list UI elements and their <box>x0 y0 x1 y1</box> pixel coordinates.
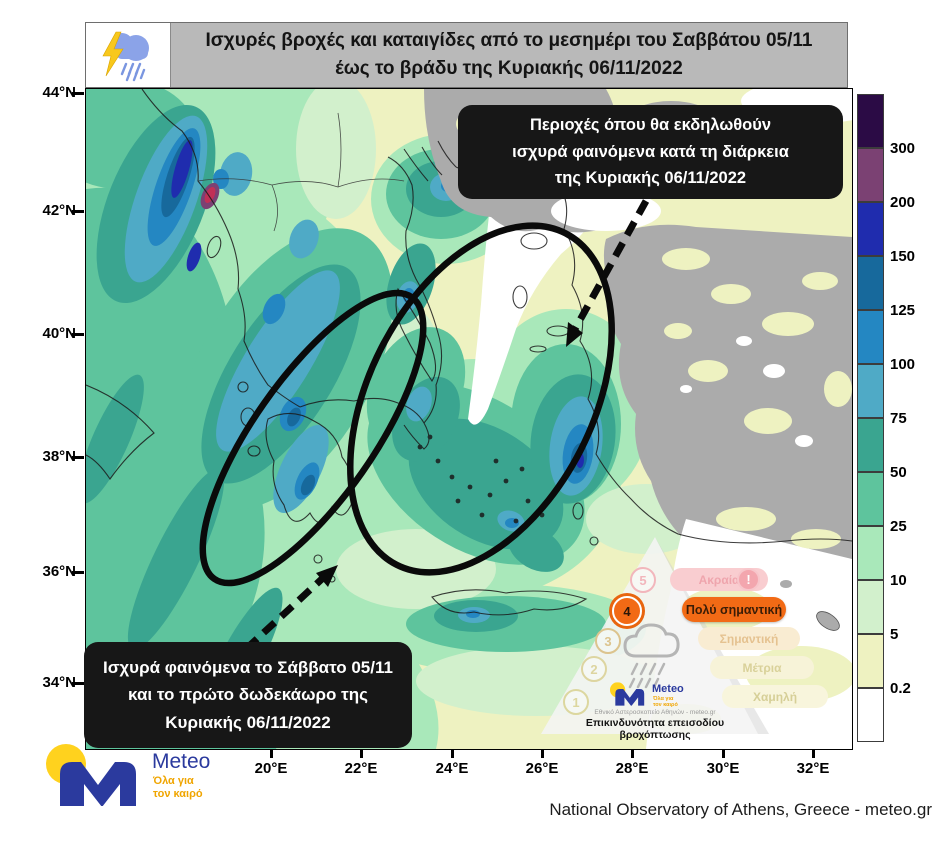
colorbar-segment <box>857 634 884 688</box>
colorbar-segment <box>857 148 884 202</box>
exclamation-icon: ! <box>737 568 760 591</box>
colorbar-tick-100: 100 <box>890 356 916 373</box>
meteo-logo-small-tagline2: τον καιρό <box>653 702 678 708</box>
meteo-logo-tagline2: τον καιρό <box>153 788 203 800</box>
risk-circle-1: 1 <box>563 689 589 715</box>
lat-label-36: 36°N <box>42 563 76 580</box>
storm-cloud-icon <box>86 23 171 87</box>
map-title-line2: έως το βράδυ της Κυριακής 06/11/2022 <box>335 58 683 79</box>
lat-tick <box>72 682 84 685</box>
lon-label-22: 22°E <box>344 760 378 777</box>
risk-pill-moderate: Μέτρια <box>710 656 814 679</box>
lat-tick <box>72 571 84 574</box>
colorbar-tick-125: 125 <box>890 302 916 319</box>
callout-saturday-line1: Ισχυρά φαινόμενα το Σάββατο 05/11 <box>103 658 393 678</box>
colorbar-tick-0.2: 0.2 <box>890 680 911 697</box>
risk-circle-5: 5 <box>630 567 656 593</box>
lon-label-20: 20°E <box>254 760 288 777</box>
meteo-logo-small-tagline1: Όλα για <box>653 696 674 702</box>
lon-tick <box>541 749 544 758</box>
dashed-arrows <box>243 199 650 652</box>
colorbar-segment <box>857 526 884 580</box>
callout-saturday-line3: Κυριακής 06/11/2022 <box>165 712 331 732</box>
highlight-ellipses <box>199 222 615 587</box>
colorbar-segment <box>857 364 884 418</box>
colorbar-segment <box>857 418 884 472</box>
callout-saturday: Ισχυρά φαινόμενα το Σάββατο 05/11 και το… <box>84 642 412 748</box>
colorbar-segment <box>857 472 884 526</box>
east-storm-ellipse <box>347 222 615 576</box>
meteo-logo <box>46 744 146 806</box>
lon-label-28: 28°E <box>615 760 649 777</box>
risk-pill-low: Χαμηλή <box>722 685 828 708</box>
colorbar-segment <box>857 310 884 364</box>
callout-sunday-line3: της Κυριακής 06/11/2022 <box>554 169 747 188</box>
colorbar-tick-150: 150 <box>890 248 916 265</box>
lon-tick <box>812 749 815 758</box>
arrow-head-south <box>316 565 338 587</box>
coastlines <box>86 89 852 616</box>
callout-sunday-line1: Περιοχές όπου θα εκδηλωθούν <box>529 116 772 135</box>
lon-tick <box>270 749 273 758</box>
colorbar-tick-50: 50 <box>890 464 907 481</box>
risk-pill-significant: Σημαντική <box>698 627 800 650</box>
risk-pyramid-caption: Επικινδυνότητα επεισοδίου βροχόπτωσης <box>585 717 725 741</box>
colorbar-tick-75: 75 <box>890 410 907 427</box>
risk-circle-4: 4 <box>612 596 642 626</box>
map-title: Ισχυρές βροχές και καταιγίδες από το μεσ… <box>171 23 847 87</box>
lon-label-32: 32°E <box>796 760 830 777</box>
lat-label-40: 40°N <box>42 325 76 342</box>
risk-pill-very-significant: Πολύ σημαντική <box>682 597 786 622</box>
arrow-head-north <box>566 322 583 347</box>
lat-label-42: 42°N <box>42 202 76 219</box>
colorbar-segment <box>857 202 884 256</box>
colorbar-tick-200: 200 <box>890 194 916 211</box>
lat-tick <box>72 210 84 213</box>
rain-cloud-glyph <box>623 623 680 658</box>
callout-sunday-line2: ισχυρά φαινόμενα κατά τη διάρκεια <box>512 142 789 161</box>
lat-label-38: 38°N <box>42 448 76 465</box>
lon-label-24: 24°E <box>435 760 469 777</box>
lat-tick <box>72 456 84 459</box>
lon-tick <box>451 749 454 758</box>
colorbar-tick-10: 10 <box>890 572 907 589</box>
footer-credit: National Observatory of Athens, Greece -… <box>549 800 932 819</box>
map-title-line1: Ισχυρές βροχές και καταιγίδες από το μεσ… <box>205 29 813 51</box>
meteo-logo-small-name: Meteo <box>652 683 684 695</box>
colorbar-segment <box>857 94 884 148</box>
lat-tick <box>72 92 84 95</box>
callout-sunday: Περιοχές όπου θα εκδηλωθούν ισχυρά φαινό… <box>458 105 843 199</box>
colorbar-tick-300: 300 <box>890 140 916 157</box>
lat-label-34: 34°N <box>42 674 76 691</box>
colorbar-tick-5: 5 <box>890 626 899 643</box>
lon-tick <box>722 749 725 758</box>
colorbar-segment <box>857 580 884 634</box>
meteo-logo-name: Meteo <box>152 750 211 773</box>
meteo-logo-tagline1: Όλα για <box>153 775 194 787</box>
observatory-org-line: Εθνικό Αστεροσκοπείο Αθηνών - meteo.gr <box>594 709 716 716</box>
colorbar-tick-25: 25 <box>890 518 907 535</box>
colorbar-segment <box>857 256 884 310</box>
lon-tick <box>631 749 634 758</box>
lat-label-44: 44°N <box>42 84 76 101</box>
lon-label-26: 26°E <box>525 760 559 777</box>
lat-tick <box>72 333 84 336</box>
colorbar-segment <box>857 688 884 742</box>
risk-circle-2: 2 <box>581 656 607 682</box>
callout-saturday-line2: και το πρώτο δωδεκάωρο της <box>128 685 368 705</box>
lon-label-30: 30°E <box>706 760 740 777</box>
risk-circle-3: 3 <box>595 628 621 654</box>
lon-tick <box>360 749 363 758</box>
meteo-logo-small <box>610 682 648 706</box>
title-bar: Ισχυρές βροχές και καταιγίδες από το μεσ… <box>85 22 848 88</box>
